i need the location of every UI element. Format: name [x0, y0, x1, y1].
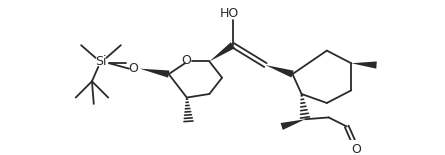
Text: O: O	[351, 144, 361, 155]
Polygon shape	[281, 119, 305, 130]
Polygon shape	[351, 61, 377, 69]
Text: HO: HO	[220, 7, 239, 20]
Text: O: O	[129, 62, 138, 75]
Polygon shape	[210, 42, 235, 61]
Text: O: O	[181, 54, 191, 67]
Text: Si: Si	[95, 55, 107, 68]
Polygon shape	[140, 69, 170, 78]
Polygon shape	[265, 65, 294, 78]
